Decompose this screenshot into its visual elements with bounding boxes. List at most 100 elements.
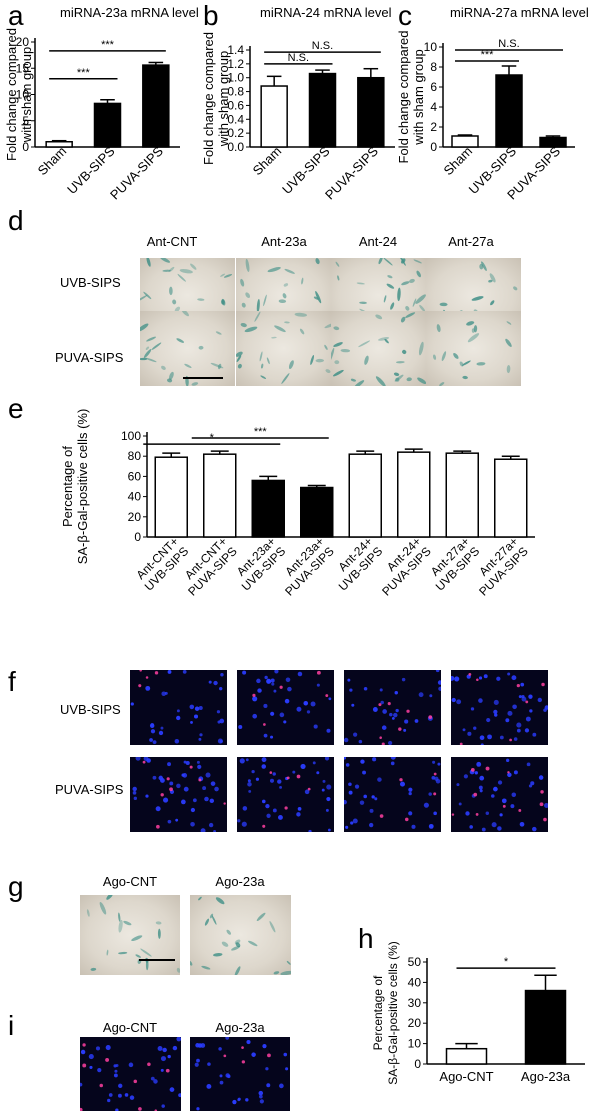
fl-nucleus xyxy=(242,670,247,675)
fl-nucleus xyxy=(274,670,279,674)
fl-nucleus xyxy=(206,1083,212,1089)
sig-label-e-1: *** xyxy=(254,426,268,438)
y-tick-label-b-5: 1.0 xyxy=(227,71,244,85)
fl-signal xyxy=(252,693,256,697)
fl-nucleus xyxy=(193,714,199,719)
bf-cell xyxy=(488,279,493,283)
fl-signal xyxy=(473,792,478,797)
fl-nucleus xyxy=(456,783,460,787)
bf-cell xyxy=(213,953,223,957)
bf-cell xyxy=(145,346,150,350)
bar-a-2 xyxy=(142,64,170,148)
fl-image-ant-24-puva xyxy=(344,757,441,832)
panel-label-f: f xyxy=(8,666,16,697)
fl-nucleus xyxy=(537,697,543,703)
bf-cell xyxy=(211,915,217,925)
bf-cells xyxy=(236,311,331,384)
col-label-ant-cnt-d: Ant-CNT xyxy=(146,234,198,249)
bf-cell xyxy=(198,896,202,901)
fl-nucleus xyxy=(325,808,329,812)
fl-nucleus xyxy=(197,764,202,769)
fl-signal xyxy=(262,824,266,828)
bf-cell xyxy=(190,960,193,966)
bf-cell xyxy=(260,375,267,379)
fl-nucleus xyxy=(401,677,406,682)
bf-cell xyxy=(118,919,123,933)
fl-signal xyxy=(378,703,382,707)
fl-nucleus xyxy=(510,804,515,809)
fl-nucleus xyxy=(372,757,377,762)
fl-nucleus xyxy=(185,760,190,766)
fl-nucleus xyxy=(214,786,219,792)
fl-signal xyxy=(165,1068,170,1073)
fl-nucleus xyxy=(261,757,267,763)
category-label-e-4: Ant-24+UVB-SIPS xyxy=(326,534,385,593)
fl-nucleus xyxy=(308,829,312,832)
y-tick-label-e-2: 40 xyxy=(128,490,142,504)
fl-signal xyxy=(133,1079,138,1084)
fl-signal xyxy=(154,1109,158,1111)
fl-nucleus xyxy=(476,761,482,767)
fl-signal xyxy=(398,727,402,731)
fl-nucleus xyxy=(284,698,290,704)
fl-signal xyxy=(154,671,159,675)
fl-nucleus xyxy=(359,800,365,805)
fl-nucleus xyxy=(479,775,485,781)
bf-cells xyxy=(432,321,512,386)
fl-nucleus xyxy=(277,779,282,784)
bf-cell xyxy=(337,275,340,281)
bf-cell xyxy=(315,258,320,265)
bf-cells xyxy=(140,311,224,386)
bf-cell xyxy=(197,298,205,301)
bf-cell xyxy=(151,342,162,350)
fl-cells xyxy=(344,670,441,745)
y-tick-label-c-1: 2 xyxy=(430,120,437,134)
row-label-uvb-f: UVB-SIPS xyxy=(60,702,121,717)
fl-nucleus xyxy=(491,794,495,798)
fl-nucleus xyxy=(292,770,296,774)
fl-nucleus xyxy=(326,784,332,790)
fl-signal xyxy=(160,793,164,797)
bf-cell xyxy=(378,337,390,341)
fl-nucleus xyxy=(313,724,318,729)
y-axis-label-c-0: Fold change compared xyxy=(396,31,411,164)
chart-svg-b: miRNA-24 mRNA level 0.00.20.40.60.81.01.2… xyxy=(201,5,395,202)
bf-cell xyxy=(364,355,369,365)
fl-nucleus xyxy=(287,686,292,692)
bf-cell xyxy=(140,323,149,332)
row-label-puva-f: PUVA-SIPS xyxy=(55,782,124,797)
fl-nucleus xyxy=(160,778,165,783)
bf-cell xyxy=(418,341,424,356)
panel-label-c: c xyxy=(398,0,412,31)
fl-nucleus xyxy=(175,818,179,822)
fl-nucleus xyxy=(129,1095,135,1100)
bf-cell xyxy=(245,258,250,273)
bf-cell xyxy=(168,266,175,273)
fl-cells xyxy=(451,672,548,745)
fl-nucleus xyxy=(107,1098,111,1103)
fl-nucleus xyxy=(208,822,214,828)
panel-label-h: h xyxy=(358,923,374,954)
fl-nucleus xyxy=(270,711,275,716)
y-tick-label-b-7: 1.4 xyxy=(227,43,244,57)
fl-nucleus xyxy=(217,738,223,744)
y-tick-label-e-1: 20 xyxy=(128,510,142,524)
fl-nucleus xyxy=(133,796,138,801)
fl-nucleus xyxy=(390,761,395,766)
fl-nucleus xyxy=(507,772,512,778)
fl-nucleus xyxy=(473,726,477,730)
bf-cell xyxy=(505,338,512,347)
bf-cell xyxy=(118,912,121,922)
fl-nucleus xyxy=(525,716,531,722)
fl-signal xyxy=(485,766,490,771)
bf-cell xyxy=(240,278,245,287)
bf-cell xyxy=(358,340,371,348)
bf-cell xyxy=(324,344,328,350)
y-tick-label-e-0: 0 xyxy=(134,530,141,544)
bar-e-1 xyxy=(203,453,237,538)
fl-nucleus xyxy=(174,738,180,744)
fl-signal xyxy=(476,678,479,682)
fl-signal xyxy=(105,1057,110,1062)
fl-nucleus xyxy=(266,1083,271,1088)
bf-cell xyxy=(90,967,97,971)
